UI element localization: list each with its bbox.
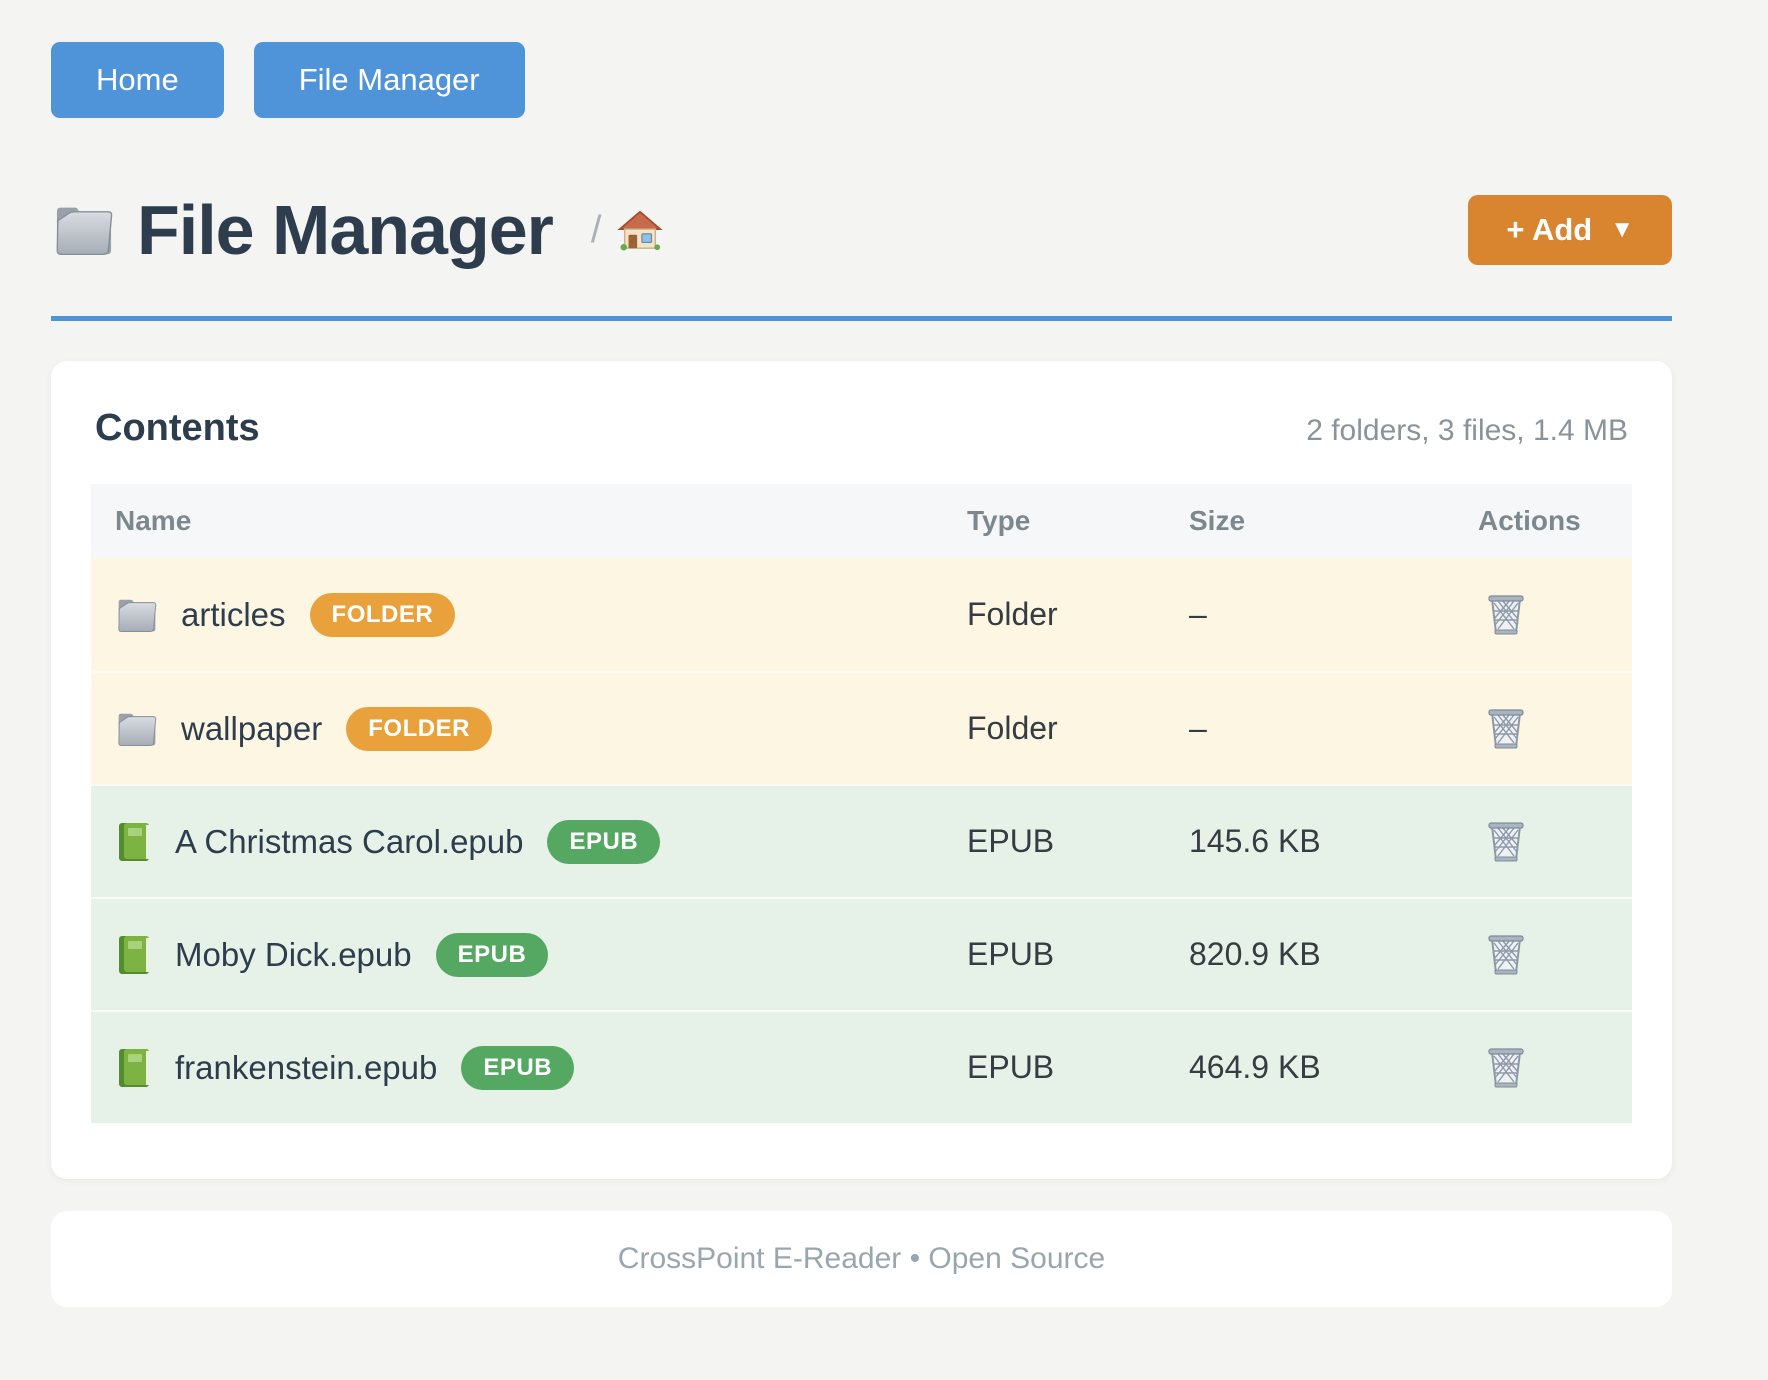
- file-type: Folder: [967, 596, 1058, 632]
- file-size: 464.9 KB: [1189, 1049, 1321, 1085]
- delete-button[interactable]: [1480, 812, 1532, 868]
- file-actions-cell: [1478, 812, 1632, 872]
- folder-icon: [118, 598, 157, 632]
- table-row: articles FOLDER Folder –: [91, 558, 1632, 671]
- footer-text: CrossPoint E-Reader • Open Source: [617, 1242, 1106, 1275]
- column-header-size: Size: [1189, 505, 1246, 536]
- book-icon: [119, 935, 149, 974]
- trash-icon: [1488, 821, 1524, 862]
- file-name-cell[interactable]: A Christmas Carol.epub EPUB: [91, 819, 967, 864]
- table-row: frankenstein.epub EPUB EPUB 464.9 KB: [91, 1010, 1632, 1123]
- file-name: wallpaper: [181, 709, 323, 747]
- trash-icon: [1488, 594, 1524, 635]
- chevron-down-icon: ▼: [1610, 216, 1634, 243]
- book-icon: [119, 1048, 149, 1087]
- file-name-cell[interactable]: frankenstein.epub EPUB: [91, 1045, 967, 1090]
- title-group: File Manager /: [51, 190, 663, 270]
- folder-icon: [56, 206, 113, 255]
- table-header-row: Name Type Size Actions: [91, 484, 1632, 558]
- breadcrumb: /: [591, 208, 664, 252]
- file-table: Name Type Size Actions articles FOLDER F…: [91, 484, 1632, 1123]
- epub-badge: EPUB: [461, 1045, 575, 1090]
- delete-button[interactable]: [1480, 699, 1532, 755]
- book-icon: [119, 822, 149, 861]
- folder-badge: FOLDER: [309, 592, 456, 637]
- trash-icon: [1488, 708, 1524, 749]
- folder-badge: FOLDER: [346, 706, 492, 751]
- file-actions-cell: [1478, 925, 1632, 985]
- epub-badge: EPUB: [547, 819, 661, 864]
- delete-button[interactable]: [1480, 1038, 1532, 1094]
- page-header: File Manager / + Add ▼: [51, 190, 1672, 270]
- file-manager-button[interactable]: File Manager: [253, 42, 525, 118]
- home-icon[interactable]: [617, 208, 663, 252]
- file-type: Folder: [967, 710, 1058, 746]
- table-row: A Christmas Carol.epub EPUB EPUB 145.6 K…: [91, 784, 1632, 897]
- file-size: –: [1189, 596, 1207, 632]
- file-name: A Christmas Carol.epub: [175, 822, 524, 860]
- page: Home File Manager File Manager / + Add ▼…: [51, 42, 1672, 1307]
- file-type: EPUB: [967, 936, 1055, 972]
- home-button[interactable]: Home: [51, 42, 224, 118]
- footer: CrossPoint E-Reader • Open Source: [51, 1211, 1672, 1307]
- folder-icon: [118, 712, 157, 746]
- delete-button[interactable]: [1480, 585, 1532, 641]
- file-actions-cell: [1478, 1038, 1632, 1098]
- table-row: Moby Dick.epub EPUB EPUB 820.9 KB: [91, 897, 1632, 1010]
- delete-button[interactable]: [1480, 925, 1532, 981]
- contents-card: Contents 2 folders, 3 files, 1.4 MB Name…: [51, 361, 1672, 1179]
- file-name: Moby Dick.epub: [175, 935, 412, 973]
- file-name-cell[interactable]: Moby Dick.epub EPUB: [91, 932, 967, 977]
- file-size: 820.9 KB: [1189, 936, 1321, 972]
- column-header-name: Name: [115, 505, 192, 536]
- file-type: EPUB: [967, 1049, 1055, 1085]
- page-title: File Manager: [137, 191, 554, 269]
- trash-icon: [1488, 934, 1524, 975]
- contents-card-header: Contents 2 folders, 3 files, 1.4 MB: [91, 407, 1632, 450]
- file-actions-cell: [1478, 699, 1632, 759]
- title-divider: [51, 316, 1672, 321]
- top-nav: Home File Manager: [51, 42, 1672, 118]
- file-name: articles: [181, 595, 286, 633]
- contents-summary: 2 folders, 3 files, 1.4 MB: [1306, 414, 1628, 447]
- add-button-label: + Add: [1506, 212, 1593, 247]
- file-size: 145.6 KB: [1189, 823, 1321, 859]
- file-type: EPUB: [967, 823, 1055, 859]
- file-name: frankenstein.epub: [175, 1048, 438, 1086]
- file-actions-cell: [1478, 585, 1632, 645]
- column-header-type: Type: [967, 505, 1031, 536]
- file-name-cell[interactable]: articles FOLDER: [91, 592, 967, 637]
- file-name-cell[interactable]: wallpaper FOLDER: [91, 706, 967, 751]
- file-size: –: [1189, 710, 1207, 746]
- table-row: wallpaper FOLDER Folder –: [91, 671, 1632, 784]
- epub-badge: EPUB: [435, 932, 549, 977]
- breadcrumb-separator: /: [590, 208, 602, 251]
- contents-title: Contents: [95, 407, 260, 449]
- add-button[interactable]: + Add ▼: [1468, 195, 1672, 265]
- column-header-actions: Actions: [1478, 505, 1581, 536]
- trash-icon: [1488, 1047, 1524, 1088]
